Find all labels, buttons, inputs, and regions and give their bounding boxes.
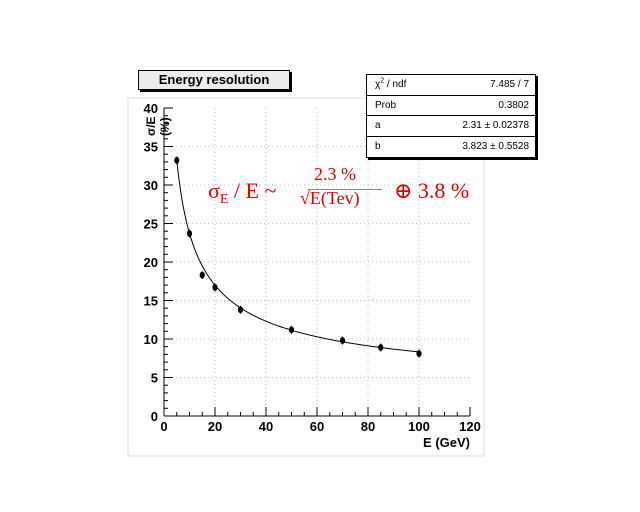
stats-key-prob: Prob [375, 99, 397, 111]
x-tick-label: 0 [160, 419, 167, 434]
x-tick-label: 80 [361, 419, 375, 434]
y-tick-label: 20 [144, 255, 158, 270]
stats-value-a: 2.31 ± 0.02378 [462, 120, 529, 131]
stats-value-b: 3.823 ± 0.5528 [462, 140, 529, 152]
y-tick-label: 40 [144, 101, 158, 116]
stats-value-chi2: 7.485 / 7 [490, 79, 529, 90]
stats-key-b: b [375, 140, 381, 152]
pad-frame [127, 97, 485, 457]
y-tick-label: 35 [144, 140, 158, 155]
x-tick-label: 20 [208, 419, 222, 434]
stats-row-prob: Prob 0.3802 [367, 96, 535, 116]
formula-denominator: √E(Tev) [300, 188, 360, 208]
data-point [416, 350, 422, 358]
data-point [199, 271, 205, 279]
chart-title: Energy resolution [138, 70, 290, 90]
stats-key-a: a [375, 120, 381, 131]
data-point [288, 326, 295, 334]
data-point [186, 230, 193, 237]
y-tick-label: 10 [144, 332, 158, 347]
x-tick-label: 60 [310, 419, 324, 434]
stats-row-chi2: χ2 / ndf 7.485 / 7 [367, 75, 535, 96]
stats-row-b: b 3.823 ± 0.5528 [367, 137, 535, 158]
data-point [237, 306, 244, 314]
stats-row-a: a 2.31 ± 0.02378 [367, 116, 535, 137]
stats-key-chi2: χ2 / ndf [375, 77, 407, 90]
x-tick-label: 120 [459, 419, 481, 434]
fit-statistics-box: χ2 / ndf 7.485 / 7 Prob 0.3802 a 2.31 ± … [366, 74, 536, 158]
y-axis-label-sigma: σ/E (%) [144, 116, 172, 136]
data-point [339, 337, 346, 344]
x-axis-label: E (GeV) [423, 435, 470, 450]
data-point [378, 344, 384, 351]
y-tick-label: 25 [144, 217, 158, 232]
formula-numerator: 2.3 % [314, 164, 356, 184]
formula-lhs: σE / E ~ [208, 178, 277, 207]
data-point [174, 156, 180, 164]
y-tick-label: 30 [144, 178, 158, 193]
data-point [212, 284, 218, 291]
y-tick-label: 0 [151, 409, 158, 424]
stats-value-prob: 0.3802 [498, 99, 529, 111]
y-tick-label: 5 [151, 371, 158, 386]
formula-fraction-line [308, 189, 382, 190]
x-tick-label: 40 [259, 419, 273, 434]
y-tick-label: 15 [144, 294, 158, 309]
x-tick-label: 100 [408, 419, 430, 434]
formula-constant-term: ⊕ 3.8 % [394, 178, 470, 203]
